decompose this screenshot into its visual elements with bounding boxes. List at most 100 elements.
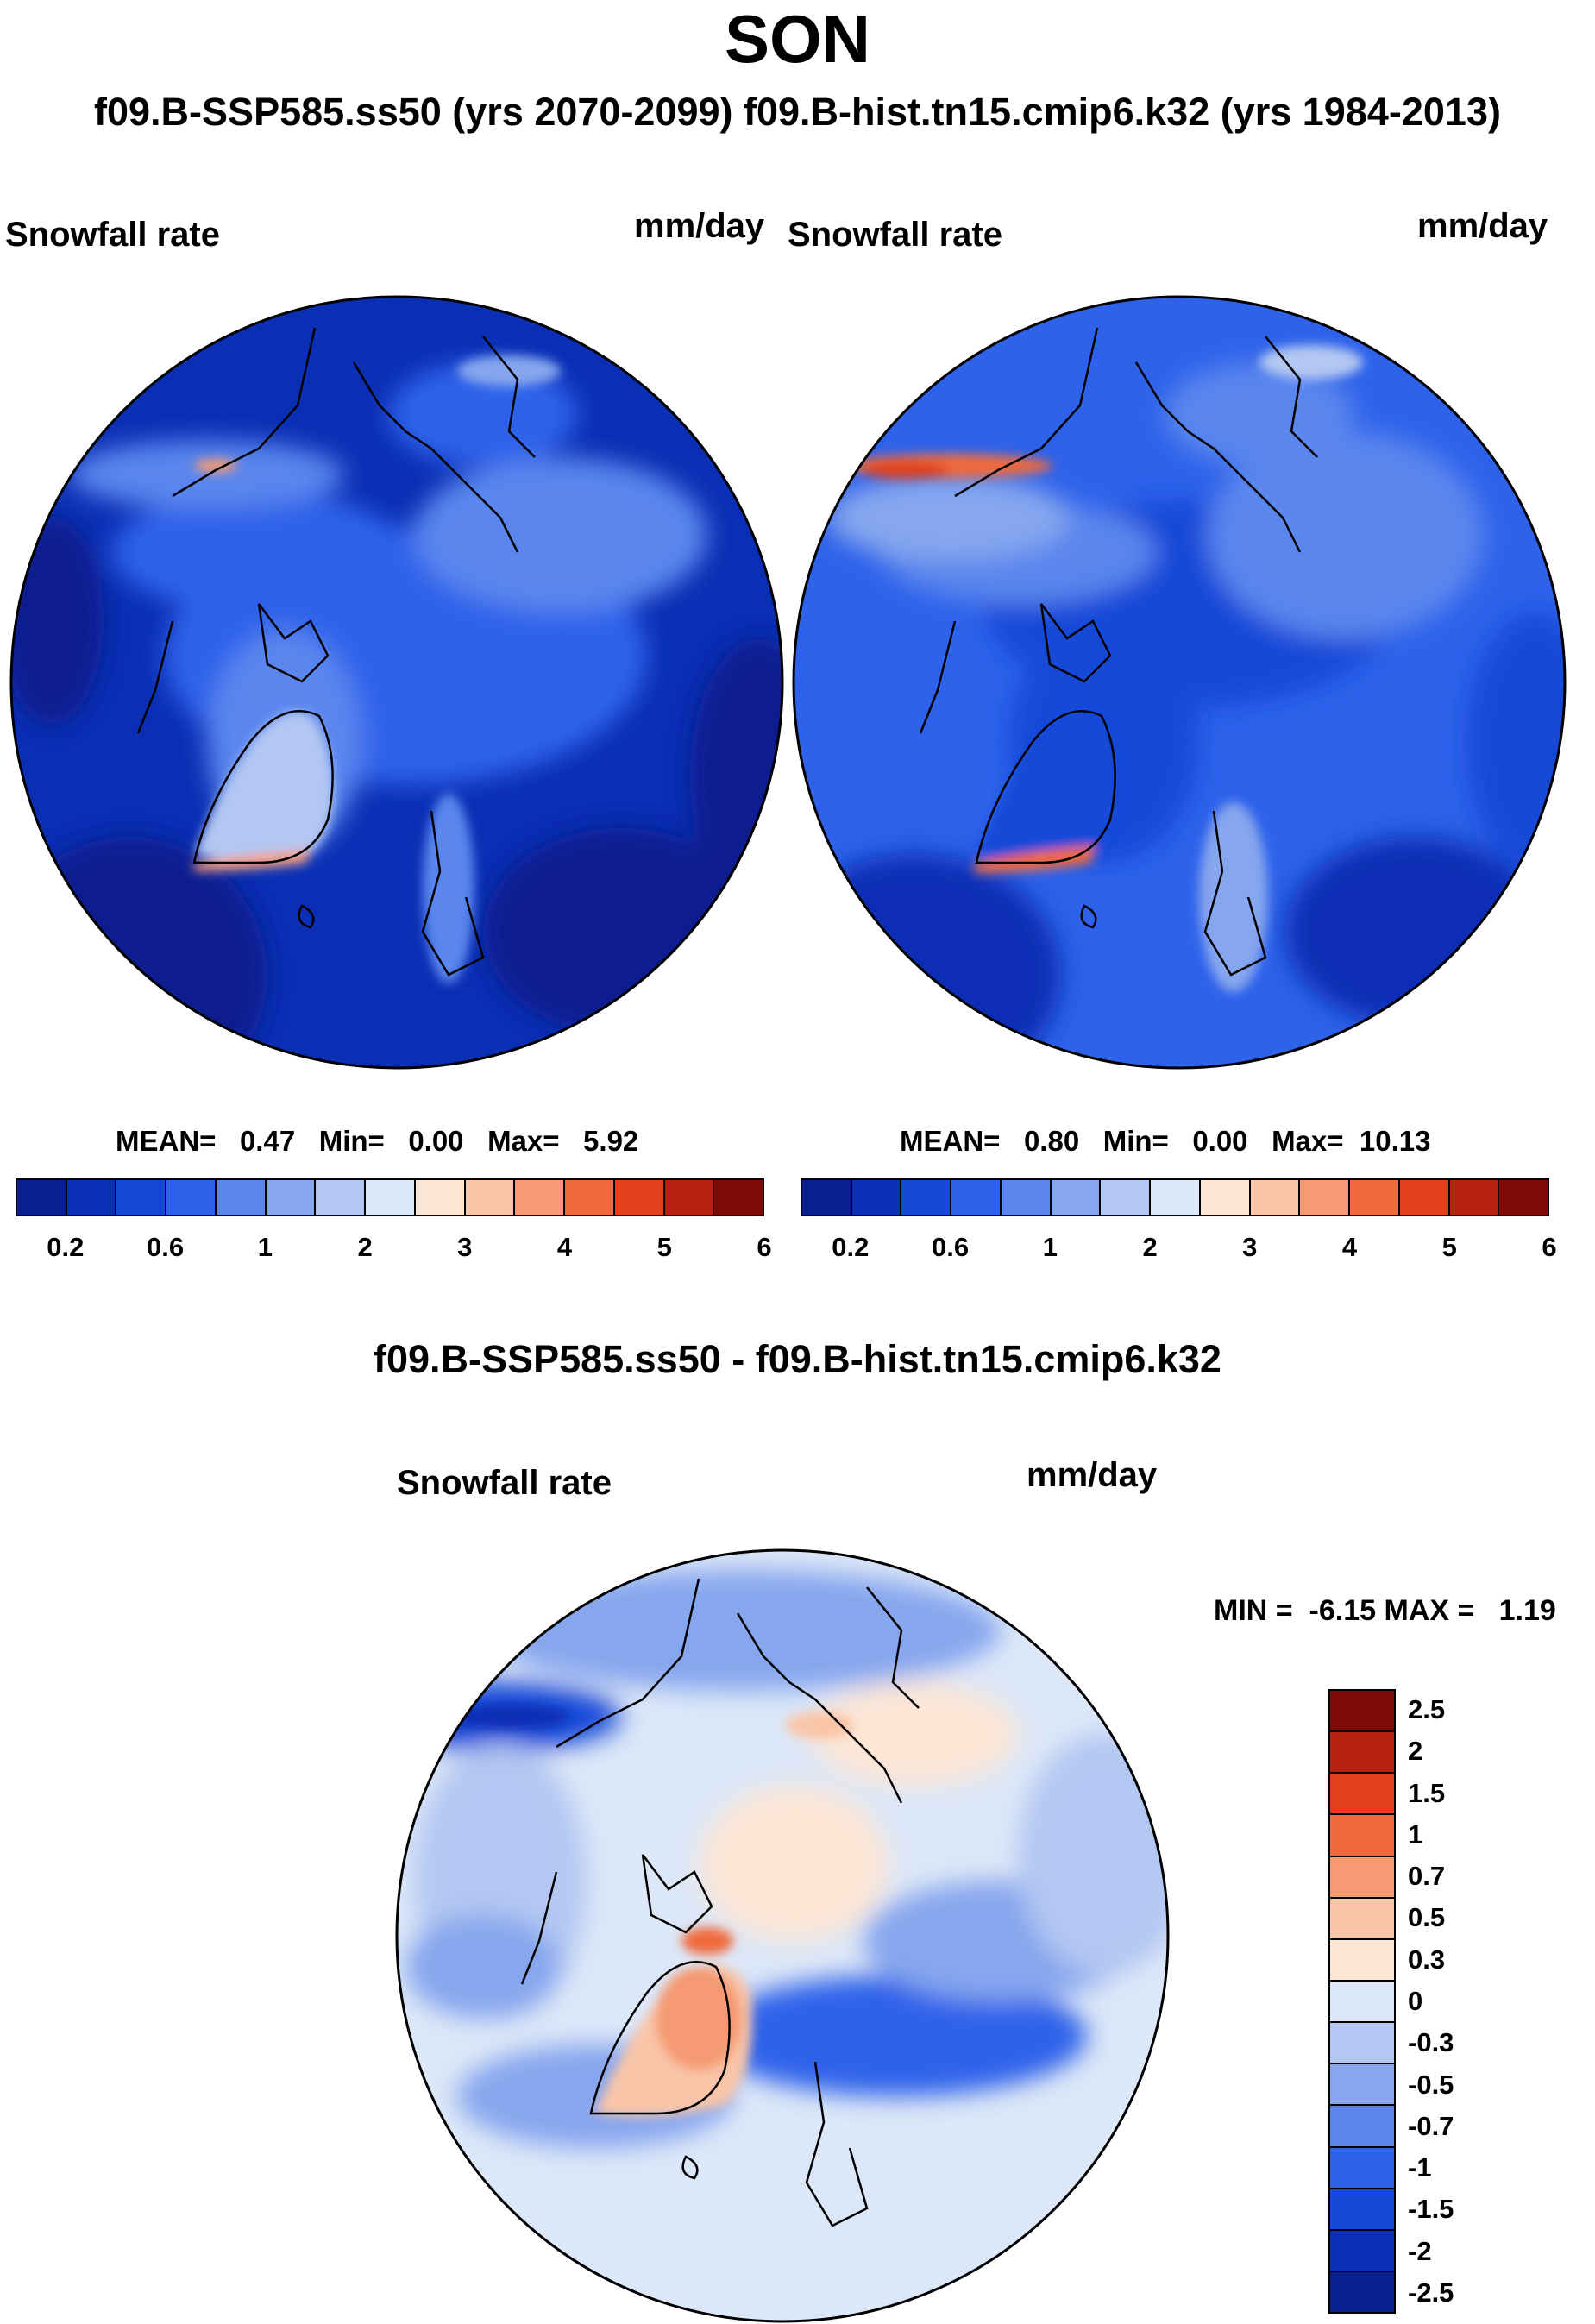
difference-colorbar-swatch [1330, 2106, 1394, 2148]
panel2-colorbar-swatch [1499, 1180, 1548, 1215]
panel2-mean-value: 0.80 [1023, 1125, 1080, 1157]
difference-colorbar-swatch [1330, 2023, 1394, 2065]
panel2-colorbar-swatch [851, 1180, 902, 1215]
difference-colorbar-tick-label: 2.5 [1408, 1694, 1446, 1725]
panel1-colorbar-tick-label: 4 [556, 1232, 573, 1262]
panel1-colorbar-swatch [66, 1180, 117, 1215]
difference-colorbar-swatch [1330, 2147, 1394, 2189]
panel1-colorbar [16, 1178, 764, 1216]
panel1-colorbar-swatch [266, 1180, 317, 1215]
panel2-colorbar-swatch [1250, 1180, 1301, 1215]
panel1-unit: mm/day [634, 207, 765, 245]
panel2-colorbar-tick-label: 0.2 [832, 1232, 870, 1262]
panel2-colorbar-swatch [1300, 1180, 1351, 1215]
panel1-colorbar-swatch [116, 1180, 167, 1215]
panel1-colorbar-swatch [714, 1180, 763, 1215]
panel2-colorbar-tick-label: 3 [1242, 1232, 1258, 1262]
panel2-colorbar-tick-label: 6 [1542, 1232, 1557, 1262]
map-historical [794, 297, 1565, 1068]
panel1-max-label: Max= [487, 1125, 560, 1157]
panel2-min-label: Min= [1102, 1125, 1169, 1157]
panel1-mean-label: MEAN= [116, 1125, 217, 1157]
difference-colorbar-tick-label: -0.3 [1408, 2027, 1454, 2058]
difference-colorbar-tick-label: 0 [1408, 1986, 1423, 2016]
panel1-colorbar-swatch [166, 1180, 217, 1215]
map-future [11, 297, 782, 1068]
panel1-colorbar-tick-label: 1 [257, 1232, 273, 1262]
panel2-colorbar-swatch [1001, 1180, 1052, 1215]
panel2-colorbar-tick-label: 0.6 [932, 1232, 970, 1262]
panel2-variable-title: Snowfall rate [788, 216, 1002, 254]
difference-colorbar-swatch [1330, 1898, 1394, 1940]
panel2-colorbar-tick-label: 2 [1142, 1232, 1158, 1262]
difference-colorbar-swatch [1330, 1981, 1394, 2024]
panel2-stats: MEAN= 0.80 Min= 0.00 Max= 10.13 [900, 1125, 1430, 1158]
panel1-colorbar-tick-label: 0.6 [147, 1232, 185, 1262]
panel1-mean-value: 0.47 [239, 1125, 296, 1157]
difference-colorbar-swatch [1330, 1856, 1394, 1899]
panel1-colorbar-tick-label: 3 [457, 1232, 473, 1262]
panel2-colorbar-swatch [951, 1180, 1002, 1215]
panel2-min-value: 0.00 [1192, 1125, 1248, 1157]
panel2-colorbar [801, 1178, 1549, 1216]
panel2-colorbar-swatch [1051, 1180, 1102, 1215]
panel2-colorbar-swatch [1399, 1180, 1450, 1215]
difference-colorbar-tick-label: 0.7 [1408, 1861, 1446, 1892]
panel2-mean-label: MEAN= [900, 1125, 1001, 1157]
panel1-colorbar-swatch [614, 1180, 665, 1215]
difference-colorbar-tick-label: 0.3 [1408, 1944, 1446, 1975]
panel1-colorbar-swatch [664, 1180, 715, 1215]
difference-colorbar-tick-label: 0.5 [1408, 1902, 1446, 1933]
difference-colorbar-tick-label: -1 [1408, 2152, 1432, 2183]
difference-heading: f09.B-SSP585.ss50 - f09.B-hist.tn15.cmip… [374, 1337, 1221, 1381]
panel1-stats: MEAN= 0.47 Min= 0.00 Max= 5.92 [116, 1125, 638, 1158]
difference-colorbar-swatch [1330, 2230, 1394, 2272]
panel2-unit: mm/day [1417, 207, 1548, 245]
difference-colorbar-swatch [1330, 2189, 1394, 2231]
panel2-colorbar-tick-label: 5 [1441, 1232, 1457, 1262]
panel2-colorbar-swatch [901, 1180, 952, 1215]
panel1-min-label: Min= [318, 1125, 385, 1157]
panel2-max-label: Max= [1272, 1125, 1344, 1157]
panel1-colorbar-tick-label: 0.2 [47, 1232, 85, 1262]
panel2-colorbar-tick-label: 1 [1042, 1232, 1058, 1262]
difference-colorbar-tick-label: -0.5 [1408, 2069, 1454, 2100]
difference-variable-title: Snowfall rate [397, 1464, 612, 1502]
panel2-colorbar-tick-label: 4 [1341, 1232, 1358, 1262]
panel1-variable-title: Snowfall rate [5, 216, 220, 254]
panel1-colorbar-tick-label: 5 [656, 1232, 672, 1262]
difference-unit: mm/day [1027, 1456, 1158, 1494]
difference-colorbar-swatch [1330, 1939, 1394, 1982]
panel1-colorbar-swatch [465, 1180, 516, 1215]
panel1-colorbar-swatch [366, 1180, 416, 1215]
panel1-min-value: 0.00 [408, 1125, 464, 1157]
panel2-colorbar-swatch [1151, 1180, 1201, 1215]
panel1-colorbar-swatch [415, 1180, 466, 1215]
difference-colorbar-tick-label: -0.7 [1408, 2110, 1454, 2141]
panel2-colorbar-swatch [1449, 1180, 1500, 1215]
difference-colorbar [1328, 1689, 1396, 2314]
panel1-colorbar-swatch [17, 1180, 67, 1215]
difference-colorbar-swatch [1330, 1774, 1394, 1816]
difference-colorbar-tick-label: -1.5 [1408, 2194, 1454, 2225]
panel1-colorbar-swatch [216, 1180, 267, 1215]
difference-colorbar-swatch [1330, 1732, 1394, 1774]
experiment-subtitle: f09.B-SSP585.ss50 (yrs 2070-2099) f09.B-… [94, 90, 1501, 134]
panel1-colorbar-swatch [515, 1180, 566, 1215]
difference-colorbar-swatch [1330, 2064, 1394, 2107]
difference-colorbar-swatch [1330, 1691, 1394, 1733]
panel2-max-value: 10.13 [1359, 1125, 1431, 1157]
panel2-colorbar-swatch [1350, 1180, 1400, 1215]
difference-minmax: MIN = -6.15 MAX = 1.19 [1214, 1594, 1556, 1627]
panel1-colorbar-swatch [316, 1180, 367, 1215]
difference-colorbar-swatch [1330, 1815, 1394, 1857]
difference-colorbar-tick-label: 1.5 [1408, 1777, 1446, 1808]
panel1-colorbar-tick-label: 6 [757, 1232, 772, 1262]
difference-colorbar-tick-label: 1 [1408, 1818, 1423, 1850]
difference-colorbar-tick-label: -2.5 [1408, 2277, 1454, 2308]
difference-colorbar-swatch [1330, 2271, 1394, 2313]
panel2-colorbar-swatch [1101, 1180, 1152, 1215]
panel1-colorbar-tick-label: 2 [357, 1232, 373, 1262]
panel2-colorbar-swatch [802, 1180, 852, 1215]
